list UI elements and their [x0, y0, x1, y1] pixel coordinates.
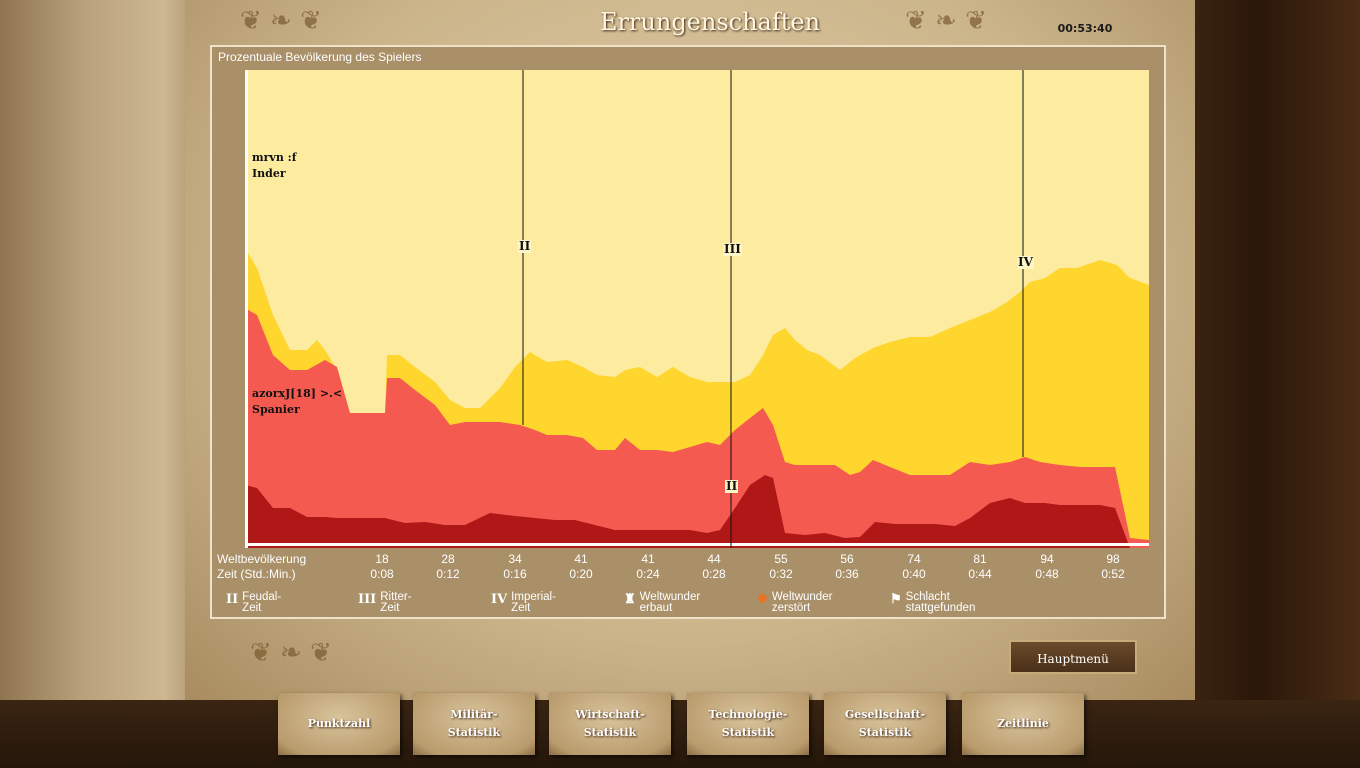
tab-economy-stats[interactable]: Wirtschaft- Statistik: [549, 693, 671, 755]
bottom-bar: [0, 700, 1360, 768]
spanier-dark-red-area: [245, 475, 1130, 548]
time-value: 0:52: [1101, 567, 1125, 581]
population-value: 34: [508, 552, 522, 566]
time-value: 0:36: [835, 567, 859, 581]
tab-label: Militär-: [450, 708, 498, 721]
feudal-age-icon: II: [226, 592, 239, 607]
tab-label: Statistik: [447, 726, 501, 739]
player-1-label: mrvn :f Inder: [252, 150, 296, 182]
legend-imperial-age: IV Imperial- Zeit: [491, 591, 591, 618]
population-value: 94: [1040, 552, 1054, 566]
tab-label: Punktzahl: [307, 717, 371, 730]
time-value: 0:44: [968, 567, 992, 581]
page-title: Errungenschaften: [599, 8, 821, 36]
panel-title: Prozentuale Bevölkerung des Spielers: [218, 50, 422, 64]
time-axis-label: Zeit (Std.:Min.): [217, 567, 296, 581]
legend-label: Weltwunder: [771, 591, 833, 603]
tab-label: Wirtschaft-: [575, 708, 645, 721]
legend-label: Ritter-: [380, 591, 412, 603]
legend-label: Zeit: [380, 602, 400, 614]
tab-military-stats[interactable]: Militär- Statistik: [413, 693, 535, 755]
imperial-age-marker-icon[interactable]: IV: [1017, 255, 1034, 269]
tab-label: Statistik: [858, 726, 912, 739]
legend-label: Zeit: [242, 602, 262, 614]
imperial-age-icon: IV: [491, 592, 508, 607]
legend-label: zerstört: [771, 602, 811, 614]
player-2-civ: Spanier: [252, 403, 300, 416]
feudal-age-marker-icon[interactable]: II: [518, 239, 532, 253]
player-2-name: azorxJ[18] >.<: [252, 387, 343, 400]
legend-label: Schlacht: [905, 591, 950, 603]
population-value: 28: [441, 552, 455, 566]
tab-timeline[interactable]: Zeitlinie: [962, 693, 1084, 755]
battle-flag-icon: ⚑: [890, 592, 902, 607]
castle-age-icon: III: [358, 592, 377, 607]
legend-label: Zeit: [511, 602, 531, 614]
game-clock: 00:53:40: [1057, 22, 1113, 35]
population-value: 81: [973, 552, 987, 566]
population-value: 18: [375, 552, 389, 566]
legend-wonder-destroyed: ✸ Weltwunder zerstört: [757, 591, 852, 618]
time-value: 0:16: [503, 567, 527, 581]
legend-label: Imperial-: [511, 591, 556, 603]
legend-feudal-age: II Feudal- Zeit: [226, 591, 322, 618]
scroll-ornament-icon: ❦ ❧ ❦: [250, 638, 332, 668]
tab-score[interactable]: Punktzahl: [278, 693, 400, 755]
tab-label: Statistik: [583, 726, 637, 739]
legend-label: Feudal-: [242, 591, 282, 603]
spanier-red-area: [245, 308, 1149, 548]
time-value: 0:28: [702, 567, 726, 581]
x-axis-line: [245, 543, 1149, 546]
scroll-ornament-icon: ❦ ❧ ❦: [905, 6, 987, 36]
legend-battle: ⚑ Schlacht stattgefunden: [890, 591, 986, 618]
player-1-civ: Inder: [252, 167, 286, 180]
player-1-name: mrvn :f: [252, 151, 297, 164]
scroll-ornament-icon: ❦ ❧ ❦: [240, 6, 322, 36]
population-area-graph: [245, 70, 1149, 548]
left-book-edge: [0, 0, 205, 700]
population-value: 44: [707, 552, 721, 566]
tab-label: Zeitlinie: [997, 717, 1049, 730]
legend-label: Weltwunder: [639, 591, 701, 603]
time-value: 0:12: [436, 567, 460, 581]
time-value: 0:32: [769, 567, 793, 581]
population-value: 41: [641, 552, 655, 566]
population-axis-label: Weltbevölkerung: [217, 552, 307, 566]
tab-technology-stats[interactable]: Technologie- Statistik: [687, 693, 809, 755]
tab-label: Statistik: [721, 726, 775, 739]
time-value: 0:40: [902, 567, 926, 581]
tab-label: Gesellschaft-: [844, 708, 926, 721]
legend-castle-age: III Ritter- Zeit: [358, 591, 460, 618]
feudal-age-marker-icon[interactable]: II: [725, 479, 739, 493]
population-timeline-chart: mrvn :f Inder azorxJ[18] >.< Spanier II …: [245, 70, 1149, 548]
castle-age-marker-icon[interactable]: III: [723, 242, 742, 256]
legend-label: stattgefunden: [905, 602, 976, 614]
player-2-label: azorxJ[18] >.< Spanier: [252, 386, 342, 418]
right-wood-background: [1190, 0, 1360, 768]
legend-wonder-built: ♜ Weltwunder erbaut: [624, 591, 720, 618]
time-value: 0:08: [370, 567, 394, 581]
wonder-built-icon: ♜: [624, 592, 636, 607]
population-value: 98: [1106, 552, 1120, 566]
tab-label: Technologie-: [708, 708, 788, 721]
y-axis-line: [245, 70, 248, 548]
time-value: 0:48: [1035, 567, 1059, 581]
legend-label: erbaut: [639, 602, 673, 614]
time-value: 0:20: [569, 567, 593, 581]
population-value: 74: [907, 552, 921, 566]
wonder-destroyed-icon: ✸: [757, 592, 768, 607]
main-menu-button[interactable]: Hauptmenü: [1009, 640, 1137, 674]
population-value: 56: [840, 552, 854, 566]
time-value: 0:24: [636, 567, 660, 581]
population-value: 41: [574, 552, 588, 566]
tab-society-stats[interactable]: Gesellschaft- Statistik: [824, 693, 946, 755]
population-value: 55: [774, 552, 788, 566]
